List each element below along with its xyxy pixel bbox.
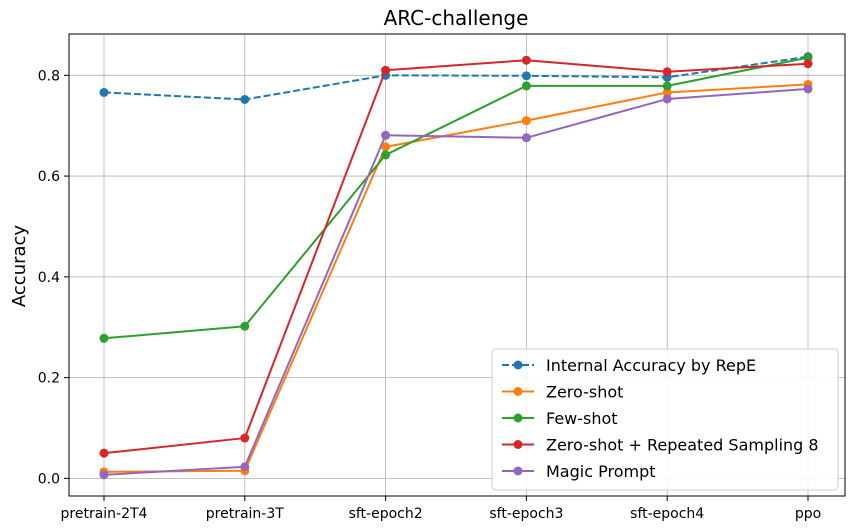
- legend-label: Zero-shot + Repeated Sampling 8: [546, 436, 819, 455]
- data-point: [100, 88, 109, 97]
- data-point: [522, 56, 531, 65]
- y-tick-label: 0.2: [38, 371, 60, 387]
- legend-swatch-marker: [514, 387, 523, 396]
- data-point: [663, 67, 672, 76]
- legend-label: Few-shot: [546, 409, 618, 428]
- chart-title: ARC-challenge: [384, 6, 529, 30]
- legend-label: Zero-shot: [546, 383, 623, 402]
- x-tick-label: sft-epoch3: [489, 506, 563, 522]
- legend: Internal Accuracy by RepE Zero-shot Few-sh…: [492, 349, 838, 490]
- data-point: [804, 84, 813, 93]
- data-point: [522, 71, 531, 80]
- legend-swatch-marker: [514, 361, 523, 370]
- y-tick-label: 0.6: [38, 169, 60, 185]
- series-line: [104, 58, 808, 339]
- data-point: [663, 81, 672, 90]
- data-point: [804, 59, 813, 68]
- data-point: [240, 322, 249, 331]
- y-tick-label: 0.0: [38, 471, 60, 487]
- data-point: [240, 95, 249, 104]
- data-point: [100, 334, 109, 343]
- legend-label: Magic Prompt: [546, 462, 656, 481]
- legend-swatch-marker: [514, 440, 523, 449]
- data-point: [240, 462, 249, 471]
- data-point: [381, 66, 390, 75]
- data-point: [381, 150, 390, 159]
- legend-swatch-marker: [514, 467, 523, 476]
- legend-item: Zero-shot + Repeated Sampling 8: [502, 436, 819, 455]
- data-point: [100, 449, 109, 458]
- y-tick-label: 0.8: [38, 68, 60, 84]
- data-point: [663, 94, 672, 103]
- x-tick-label: ppo: [795, 506, 821, 522]
- x-tick-label: pretrain-3T: [206, 506, 284, 522]
- data-point: [522, 133, 531, 142]
- y-axis-label: Accuracy: [9, 225, 30, 308]
- data-point: [100, 470, 109, 479]
- data-point: [522, 81, 531, 90]
- legend-label: Internal Accuracy by RepE: [546, 356, 756, 375]
- y-tick-label: 0.4: [38, 270, 60, 286]
- x-tick-label: pretrain-2T4: [61, 506, 148, 522]
- data-point: [381, 131, 390, 140]
- legend-swatch-marker: [514, 414, 523, 423]
- data-point: [522, 116, 531, 125]
- x-tick-label: sft-epoch4: [630, 506, 704, 522]
- data-point: [240, 434, 249, 443]
- x-tick-label: sft-epoch2: [349, 506, 423, 522]
